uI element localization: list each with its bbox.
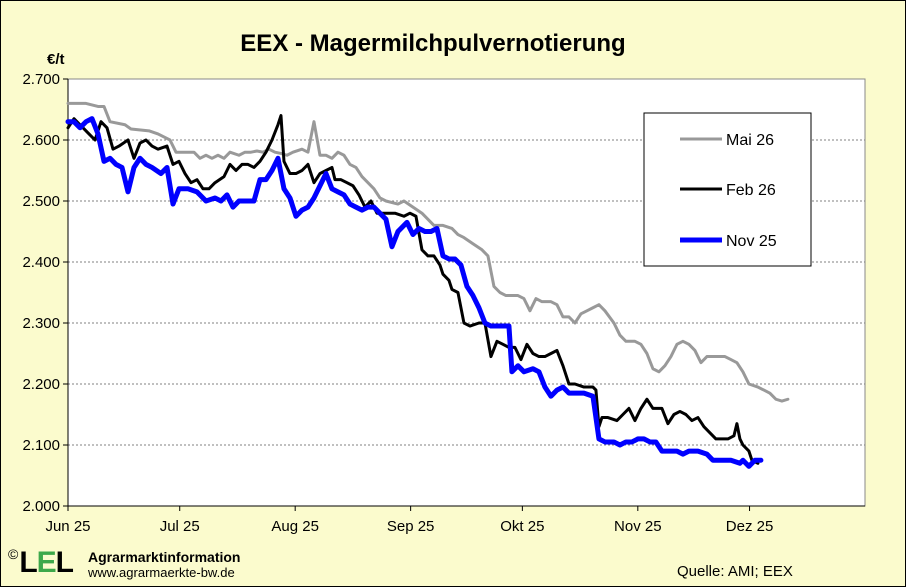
source-note: Quelle: AMI; EEX xyxy=(677,563,793,580)
logo-letter-l2: L xyxy=(55,546,74,579)
chart-title: EEX - Magermilchpulvernotierung xyxy=(240,30,625,57)
series-line-nov-25 xyxy=(65,116,764,469)
website-link[interactable]: www.agrarmaerkte-bw.de xyxy=(88,565,235,580)
series-lines xyxy=(65,101,790,469)
logo-letter-e: E xyxy=(36,546,57,579)
y-tick-label: 2.300 xyxy=(22,315,60,332)
legend-label: Feb 26 xyxy=(726,182,776,199)
x-tick-label: Okt 25 xyxy=(500,518,544,535)
x-tick-label: Sep 25 xyxy=(387,518,435,535)
legend-box xyxy=(643,112,812,267)
y-tick-label: 2.400 xyxy=(22,254,60,271)
x-tick-label: Jul 25 xyxy=(160,518,200,535)
y-tick-label: 2.000 xyxy=(22,498,60,515)
legend: Mai 26 Feb 26 Nov 25 xyxy=(643,112,812,267)
y-tick-label: 2.100 xyxy=(22,437,60,454)
x-axis-ticks: Jun 25 Jul 25 Aug 25 Sep 25 Okt 25 Nov 25 Dez … xyxy=(45,505,865,535)
series-line-feb-26 xyxy=(66,114,760,465)
y-tick-label: 2.500 xyxy=(22,193,60,210)
x-tick-label: Aug 25 xyxy=(271,518,319,535)
y-tick-label: 2.600 xyxy=(22,132,60,149)
y-axis-ticks: 2.000 2.100 2.200 2.300 2.400 2.500 2.600 2.700 xyxy=(22,71,69,515)
x-tick-label: Jun 25 xyxy=(45,518,90,535)
x-tick-label: Dez 25 xyxy=(726,518,774,535)
y-tick-label: 2.200 xyxy=(22,376,60,393)
legend-label: Mai 26 xyxy=(726,132,774,149)
copyright-symbol: © xyxy=(8,546,18,562)
logo-letter-l1: L xyxy=(19,546,37,579)
lel-logo: ©LEL xyxy=(8,546,74,580)
series-line-mai-26 xyxy=(66,101,790,403)
brand-name: Agrarmarktinformation xyxy=(88,549,241,565)
y-tick-label: 2.700 xyxy=(22,71,60,88)
y-axis-unit: €/t xyxy=(47,51,65,68)
x-tick-label: Nov 25 xyxy=(614,518,662,535)
legend-label: Nov 25 xyxy=(726,233,777,250)
